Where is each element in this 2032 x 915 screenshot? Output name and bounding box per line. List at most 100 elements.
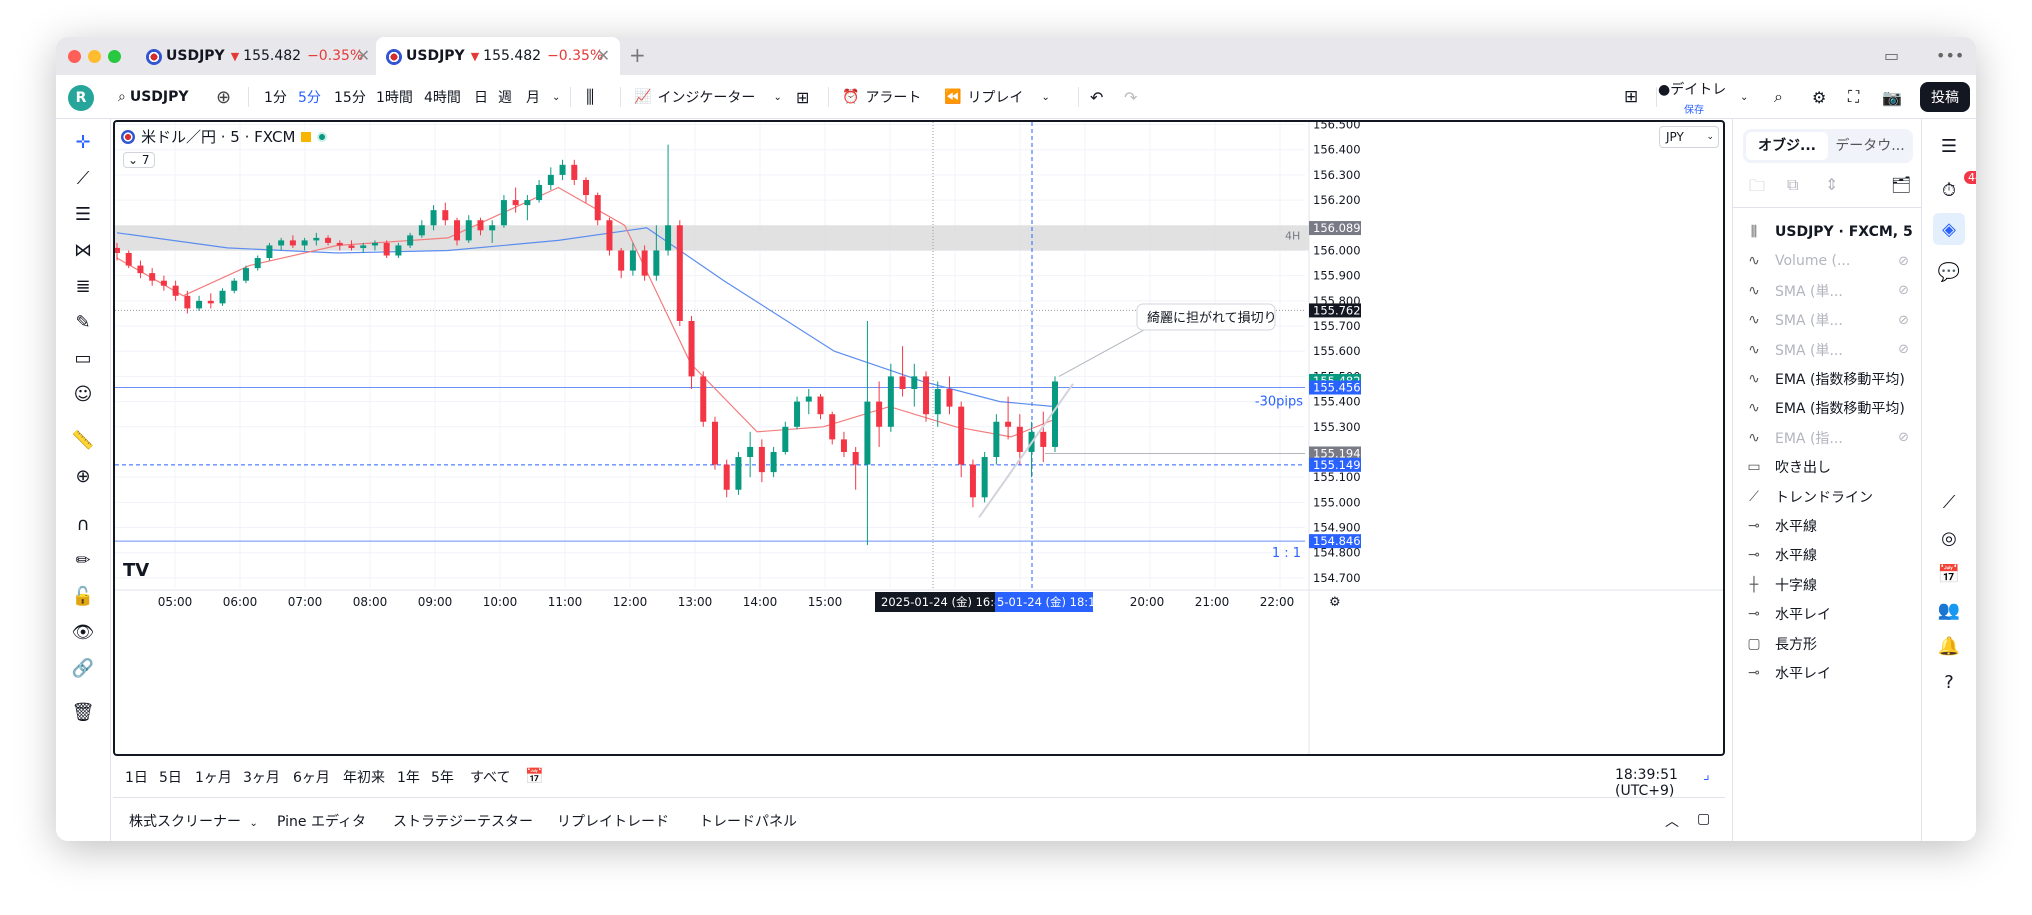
strategy-tester-tab[interactable]: ストラテジーテスター bbox=[393, 814, 533, 830]
range-3m[interactable]: 3ヶ月 bbox=[243, 770, 280, 786]
compare-plus-icon[interactable]: ⊕ bbox=[216, 86, 232, 108]
object-item[interactable]: ∿ SMA (単... ⊘ bbox=[1741, 305, 1919, 335]
lock-icon[interactable]: 🔓 bbox=[71, 585, 95, 607]
text-note-tool-icon[interactable]: ▭ bbox=[74, 347, 92, 369]
pattern-tool-icon[interactable]: ⋈ bbox=[74, 239, 92, 261]
magnet-tool-icon[interactable]: ∩ bbox=[76, 513, 90, 535]
object-item[interactable]: ⊸ 水平線 bbox=[1741, 511, 1919, 541]
replay-button[interactable]: ⏪ リプレイ ⌄ bbox=[944, 75, 1050, 119]
object-item[interactable]: ∿ EMA (指... ⊘ bbox=[1741, 423, 1919, 453]
close-window-button[interactable] bbox=[68, 50, 81, 63]
indicators-button[interactable]: 📈 インジケーター ⌄ bbox=[634, 75, 782, 119]
interval-1m[interactable]: 1分 bbox=[264, 90, 287, 106]
draw-lock-tool-icon[interactable]: ✏ bbox=[75, 549, 91, 571]
symbol-search[interactable]: ⌕ USDJPY bbox=[118, 75, 189, 119]
folder-manage-icon[interactable]: 🗂 bbox=[1891, 175, 1912, 194]
target-icon[interactable]: ◎ bbox=[1941, 527, 1957, 549]
hidden-eye-icon[interactable]: ⊘ bbox=[1898, 253, 1909, 269]
interval-day[interactable]: 日 bbox=[474, 90, 488, 106]
post-button[interactable]: 投稿 bbox=[1920, 82, 1970, 112]
new-tab-plus-icon[interactable]: + bbox=[629, 43, 646, 67]
camera-snapshot-icon[interactable]: 📷 bbox=[1882, 87, 1902, 107]
emoji-tool-icon[interactable]: ☺ bbox=[73, 383, 93, 405]
zoom-in-tool-icon[interactable]: ⊕ bbox=[75, 465, 91, 487]
maximize-panel-icon[interactable]: ▢ bbox=[1697, 811, 1711, 827]
templates-grid-icon[interactable]: ⊞ bbox=[796, 87, 810, 107]
clock-label[interactable]: 18:39:51 (UTC+9) bbox=[1615, 767, 1678, 799]
minimize-window-button[interactable] bbox=[88, 50, 101, 63]
chevron-up-icon[interactable]: ︿ bbox=[1665, 814, 1679, 830]
tab-data-window[interactable]: データウ... bbox=[1835, 138, 1905, 154]
object-item[interactable]: ⟋ トレンドライン bbox=[1741, 482, 1919, 512]
quick-search-icon[interactable]: ⌕ bbox=[1774, 87, 1783, 106]
tab-usdjpy-1[interactable]: USDJPY ▼ 155.482 −0.35% ✕ bbox=[136, 37, 380, 75]
range-5y[interactable]: 5年 bbox=[431, 770, 454, 786]
tab-usdjpy-2[interactable]: USDJPY ▼ 155.482 −0.35% ✕ bbox=[376, 37, 620, 75]
object-item[interactable]: ┼ 十字線 bbox=[1741, 570, 1919, 600]
object-item[interactable]: ∿ EMA (指数移動平均) bbox=[1741, 393, 1919, 423]
price-chart[interactable]: 4H 綺麗に担がれて損切り -30pips 1 : 1 156.500 156.400 15… bbox=[115, 122, 1723, 754]
object-item[interactable]: ▭ 吹き出し bbox=[1741, 452, 1919, 482]
tab-objects[interactable]: オブジ... bbox=[1746, 132, 1828, 160]
trade-panel-tab[interactable]: トレードパネル bbox=[699, 814, 797, 830]
interval-15m[interactable]: 15分 bbox=[334, 90, 366, 106]
hidden-eye-icon[interactable]: ⊘ bbox=[1898, 342, 1909, 358]
community-icon[interactable]: 👥 bbox=[1937, 599, 1961, 621]
object-item[interactable]: ⊸ 水平線 bbox=[1741, 540, 1919, 570]
fib-tool-icon[interactable]: ≣ bbox=[75, 275, 91, 297]
reorder-icon[interactable]: ⇕ bbox=[1825, 175, 1839, 194]
chart-pane[interactable]: 4H 綺麗に担がれて損切り -30pips 1 : 1 156.500 156.400 15… bbox=[113, 120, 1725, 756]
hidden-eye-icon[interactable]: ⊘ bbox=[1898, 312, 1909, 328]
range-5d[interactable]: 5日 bbox=[159, 770, 182, 786]
candle-style-icon[interactable]: ⫼ bbox=[586, 86, 595, 108]
clone-icon[interactable]: ⧉ bbox=[1787, 175, 1799, 194]
date-range-calendar-icon[interactable]: 📅 bbox=[525, 767, 544, 785]
chevron-down-icon[interactable]: ⌄ bbox=[552, 91, 561, 103]
range-all[interactable]: すべて bbox=[470, 770, 511, 786]
redo-icon[interactable]: ↷ bbox=[1124, 87, 1138, 107]
crosshair-tool-icon[interactable]: ✛ bbox=[75, 131, 91, 153]
undo-icon[interactable]: ↶ bbox=[1090, 87, 1104, 107]
layout-name[interactable]: ●デイトレ bbox=[1658, 79, 1726, 99]
avatar[interactable]: R bbox=[68, 85, 94, 111]
object-item[interactable]: ∿ SMA (単... ⊘ bbox=[1741, 276, 1919, 306]
stock-screener-tab[interactable]: 株式スクリーナー ⌄ bbox=[129, 811, 258, 831]
interval-4h[interactable]: 4時間 bbox=[424, 90, 461, 106]
close-tab-icon[interactable]: ✕ bbox=[356, 46, 370, 65]
fullscreen-icon[interactable]: ⛶ bbox=[1848, 87, 1860, 106]
trendline-tool-icon[interactable]: ⟋ bbox=[76, 167, 90, 189]
link-icon[interactable]: 🔗 bbox=[71, 657, 95, 679]
interval-5m[interactable]: 5分 bbox=[298, 90, 321, 106]
close-tab-icon[interactable]: ✕ bbox=[596, 46, 610, 65]
object-item[interactable]: ∿ EMA (指数移動平均) bbox=[1741, 364, 1919, 394]
object-tree-layers-icon[interactable]: ◈ bbox=[1933, 213, 1965, 245]
indicator-collapse-toggle[interactable]: ⌄ 7 bbox=[123, 152, 155, 168]
object-item[interactable]: ∿ Volume (... ⊘ bbox=[1741, 246, 1919, 276]
interval-month[interactable]: 月 bbox=[526, 90, 540, 106]
pine-editor-tab[interactable]: Pine エディタ bbox=[277, 814, 366, 830]
range-ytd[interactable]: 年初来 bbox=[343, 770, 385, 786]
chevron-down-icon[interactable]: ⌄ bbox=[1740, 91, 1749, 103]
auto-scale-icon[interactable]: ⌟ bbox=[1703, 767, 1710, 783]
drawing-tools-icon[interactable]: ⟋ bbox=[1942, 491, 1956, 513]
calendar-icon[interactable]: 📅 bbox=[1937, 563, 1961, 585]
range-1m[interactable]: 1ヶ月 bbox=[195, 770, 232, 786]
hidden-eye-icon[interactable]: ⊘ bbox=[1898, 283, 1909, 299]
object-item[interactable]: ⊸ 水平レイ bbox=[1741, 658, 1919, 688]
new-folder-icon[interactable]: 🗀 bbox=[1749, 176, 1766, 195]
alerts-clock-icon[interactable]: ⏱ 44 bbox=[1936, 171, 1976, 203]
range-1d[interactable]: 1日 bbox=[125, 770, 148, 786]
ruler-tool-icon[interactable]: 📏 bbox=[71, 429, 95, 451]
watchlist-icon[interactable]: ☰ bbox=[1940, 135, 1958, 157]
chat-icon[interactable]: 💬 bbox=[1937, 261, 1961, 283]
range-1y[interactable]: 1年 bbox=[397, 770, 420, 786]
horizontal-lines-tool-icon[interactable]: ☰ bbox=[74, 203, 92, 225]
trash-icon[interactable]: 🗑 bbox=[71, 701, 95, 723]
layout-grid-icon[interactable]: ⊞ bbox=[1624, 87, 1639, 107]
eye-icon[interactable]: 👁 bbox=[71, 621, 95, 643]
brush-tool-icon[interactable]: ✎ bbox=[75, 311, 91, 333]
interval-1h[interactable]: 1時間 bbox=[376, 90, 413, 106]
object-item[interactable]: ∿ SMA (単... ⊘ bbox=[1741, 335, 1919, 365]
object-item[interactable]: ▢ 長方形 bbox=[1741, 629, 1919, 659]
hidden-eye-icon[interactable]: ⊘ bbox=[1898, 430, 1909, 446]
